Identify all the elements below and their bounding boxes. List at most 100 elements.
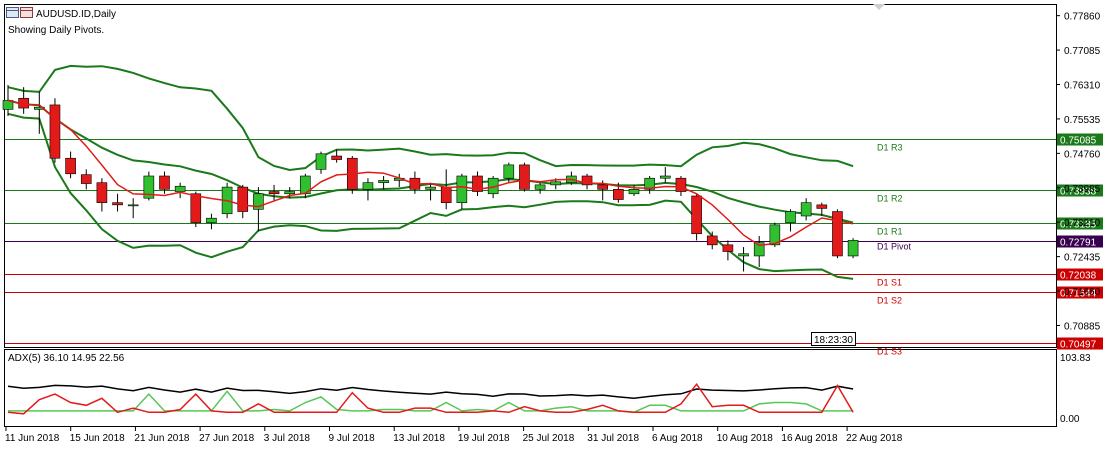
candle — [2, 84, 14, 117]
candle-body — [143, 175, 155, 199]
level-price-tag — [1057, 337, 1103, 350]
candle — [378, 176, 389, 190]
price-tick-label: 0.74760 — [1064, 149, 1101, 160]
candle-body — [284, 191, 296, 195]
level-price-tag-text: 0.72791 — [1060, 238, 1097, 249]
level-label: D1 R1 — [877, 227, 903, 237]
candle-body — [769, 224, 781, 246]
level-price-tag — [1057, 286, 1103, 299]
adx-min-tick: 0.00 — [1060, 414, 1080, 425]
price-tick-label: 0.77860 — [1064, 12, 1101, 23]
candle-body — [753, 242, 765, 257]
bollinger-upper-band — [7, 64, 854, 172]
candle-body — [534, 184, 546, 190]
candle — [832, 209, 843, 259]
adx-indicator — [7, 382, 854, 415]
time-tick-label: 16 Aug 2018 — [781, 433, 838, 444]
price-tick-label: 0.73210 — [1064, 218, 1101, 229]
candle-body — [331, 155, 342, 160]
price-axis: 0.77860 0.77085 0.76310 0.75535 0.74760 0.739… — [1056, 12, 1101, 332]
time-tick-label: 10 Aug 2018 — [717, 433, 774, 444]
candle — [691, 193, 702, 241]
time-tick-label: 9 Jul 2018 — [329, 433, 376, 444]
level-label: D1 S3 — [877, 347, 902, 357]
candle — [33, 91, 45, 134]
candle — [127, 198, 139, 219]
candle — [206, 213, 217, 230]
level-price-tag — [1057, 268, 1103, 281]
candle-body — [519, 164, 530, 190]
candle — [237, 184, 249, 219]
candle — [284, 187, 296, 199]
candle — [738, 247, 749, 272]
candle-body — [472, 175, 483, 192]
candle-body — [800, 202, 812, 217]
candle — [362, 178, 374, 201]
level-price-tag-text: 0.72038 — [1060, 271, 1097, 282]
candle — [706, 231, 718, 250]
candle-body — [706, 235, 718, 246]
chart-symbol: AUDUSD.ID,Daily — [36, 9, 116, 20]
level-price-tag — [1057, 217, 1103, 230]
moving-average — [7, 99, 854, 247]
candle — [80, 169, 92, 190]
level-label: D1 R3 — [877, 143, 903, 153]
candle — [65, 151, 76, 179]
candle — [143, 171, 155, 201]
level-label: D1 S1 — [877, 278, 902, 288]
candle — [519, 162, 530, 192]
price-tick-label: 0.76310 — [1064, 81, 1101, 92]
candle-body — [659, 175, 671, 179]
time-tick-label: 19 Jul 2018 — [458, 433, 510, 444]
level-price-tag — [1057, 184, 1103, 197]
chart-note: Showing Daily Pivots. — [8, 25, 104, 36]
time-tick-label: 21 Jun 2018 — [134, 433, 189, 444]
candle — [675, 176, 687, 196]
candle — [644, 176, 655, 194]
pivot-levels: D1 R3 0.75085 D1 R2 0.73938 D1 R1 0.73185 D1 P… — [5, 133, 1103, 357]
candle-body — [550, 181, 562, 186]
candle — [847, 238, 859, 259]
candle-body — [691, 195, 702, 235]
price-tick-label: 0.71660 — [1064, 287, 1101, 298]
candle-body — [96, 182, 108, 203]
plus-di-line — [8, 390, 854, 414]
candle — [49, 98, 61, 163]
candle-body — [174, 185, 186, 192]
candle-body — [190, 193, 202, 223]
candle-body — [738, 253, 749, 257]
scroll-marker-icon[interactable] — [873, 4, 885, 10]
candle — [159, 171, 170, 194]
level-price-tag-text: 0.71644 — [1060, 289, 1097, 300]
candle-body — [503, 164, 515, 179]
adx-label: ADX(5) 36.10 14.95 22.56 — [8, 353, 125, 364]
candle-body — [456, 175, 468, 203]
candle — [456, 173, 468, 210]
time-label: 18:23:30 — [811, 332, 856, 346]
candle — [800, 198, 812, 221]
price-tick-label: 0.70885 — [1064, 321, 1101, 332]
candle — [785, 209, 796, 232]
time-label-text: 18:23:30 — [814, 335, 853, 346]
adx-line — [7, 384, 854, 400]
chart-window-icon — [6, 7, 33, 18]
candle — [659, 167, 671, 183]
candle-body — [112, 202, 123, 206]
time-tick-label: 31 Jul 2018 — [587, 433, 639, 444]
candle — [581, 173, 593, 190]
candle — [816, 202, 828, 216]
candle — [112, 193, 123, 212]
candle — [472, 171, 483, 196]
time-axis: 11 Jun 2018 15 Jun 2018 21 Jun 2018 27 Jun … — [5, 427, 903, 444]
price-tick-label: 0.75535 — [1064, 115, 1101, 126]
moving-average-line — [7, 99, 854, 247]
candle — [753, 235, 765, 268]
time-tick-label: 25 Jul 2018 — [523, 433, 575, 444]
indicator-panel-frame — [4, 349, 1057, 427]
price-tick-label: 0.72435 — [1064, 253, 1101, 264]
candle-body — [127, 204, 139, 207]
candle — [190, 191, 202, 228]
time-tick-label: 27 Jun 2018 — [199, 433, 254, 444]
